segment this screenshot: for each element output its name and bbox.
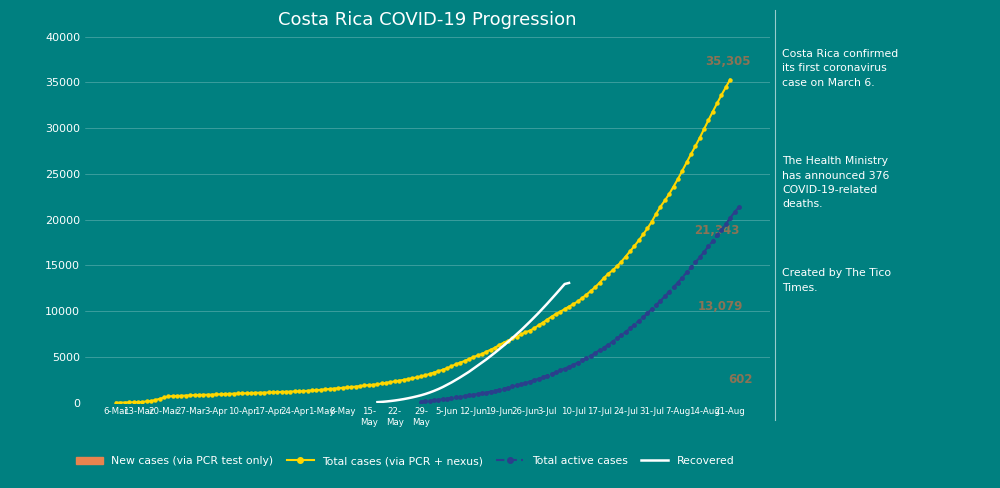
Legend: New cases (via PCR test only), Total cases (via PCR + nexus), Total active cases: New cases (via PCR test only), Total cas… <box>71 452 739 470</box>
Text: 13,079: 13,079 <box>697 300 743 313</box>
Text: Created by The Tico
Times.: Created by The Tico Times. <box>782 268 891 293</box>
Text: The Health Ministry
has announced 376
COVID-19-related
deaths.: The Health Ministry has announced 376 CO… <box>782 156 889 209</box>
Title: Costa Rica COVID-19 Progression: Costa Rica COVID-19 Progression <box>278 12 577 29</box>
Text: 35,305: 35,305 <box>705 56 751 68</box>
Text: Costa Rica confirmed
its first coronavirus
case on March 6.: Costa Rica confirmed its first coronavir… <box>782 49 898 88</box>
Text: 602: 602 <box>728 373 753 386</box>
Text: 21,343: 21,343 <box>694 224 740 237</box>
